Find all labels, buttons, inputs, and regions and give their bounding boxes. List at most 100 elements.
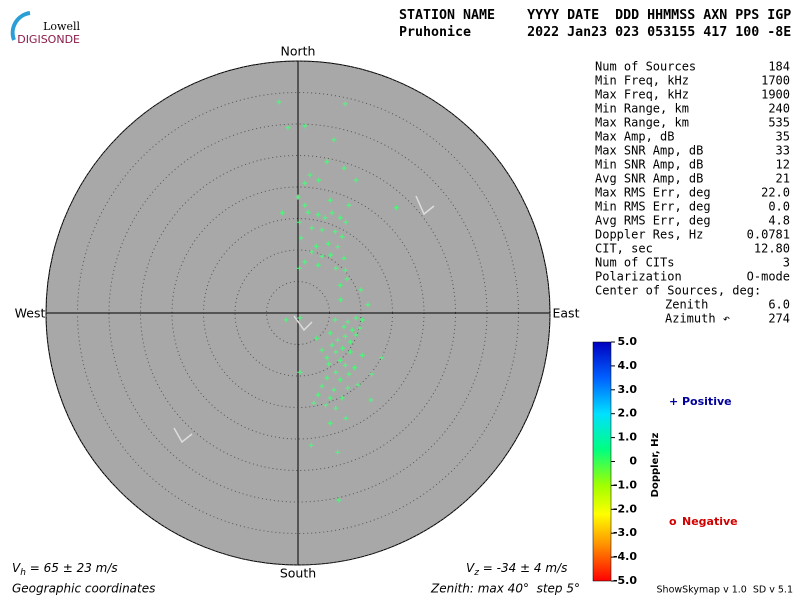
source-point [295, 194, 301, 200]
stat-value: O-mode [747, 270, 790, 284]
center-value: 6.0 [768, 298, 790, 312]
stat-label: Max Amp, dB [595, 130, 674, 144]
source-point [322, 215, 328, 221]
logo-bottom: DIGISONDE [17, 33, 80, 46]
source-point [298, 235, 304, 241]
horizontal-velocity: Vh = 65 ± 23 m/s [12, 561, 118, 578]
chevron [415, 195, 435, 216]
source-point [343, 415, 349, 421]
stat-label: Min SNR Amp, dB [595, 158, 703, 172]
color-tick-label: -5.0 [613, 574, 637, 587]
color-tick-label: 2.0 [618, 407, 638, 420]
source-point [327, 330, 333, 336]
source-point [341, 324, 347, 330]
source-point [359, 317, 365, 323]
source-point [379, 355, 385, 361]
source-point [346, 202, 352, 208]
stat-label: Min RMS Err, deg [595, 200, 711, 214]
stat-value: 184 [768, 60, 790, 74]
source-point [315, 392, 321, 398]
source-point [319, 227, 325, 233]
stat-label: Min Range, km [595, 102, 689, 116]
velocity-value: = -34 ± 4 m/s [479, 561, 567, 575]
color-tick-label: -4.0 [613, 550, 637, 563]
source-point [339, 234, 345, 240]
color-tick-label: -3.0 [613, 526, 637, 539]
stat-label: Num of CITs [595, 256, 674, 270]
source-point [345, 319, 351, 325]
source-point [328, 252, 334, 258]
source-point [302, 202, 308, 208]
color-tick-label: 4.0 [618, 359, 638, 372]
source-point [337, 357, 343, 363]
source-point [324, 355, 330, 361]
stat-label: Max Freq, kHz [595, 88, 689, 102]
source-point [302, 180, 308, 186]
source-point [329, 342, 335, 348]
stat-value: 3 [783, 256, 790, 270]
source-point [342, 267, 348, 273]
direction-south: South [280, 566, 316, 581]
chevron [173, 427, 193, 444]
source-point [333, 265, 339, 271]
stat-label: CIT, sec [595, 242, 653, 256]
version-note: ShowSkymap v 1.0 SD v 5.1 [657, 585, 793, 596]
vertical-velocity: Vz = -34 ± 4 m/s [466, 561, 567, 578]
source-point [297, 315, 303, 321]
legend-negative-label: Negative [682, 515, 738, 528]
stat-label: Max SNR Amp, dB [595, 144, 703, 158]
stat-label: Avg RMS Err, deg [595, 214, 711, 228]
source-point [309, 225, 315, 231]
source-point [325, 241, 331, 247]
source-point [302, 259, 308, 265]
source-point [323, 402, 329, 408]
stat-label: Doppler Res, Hz [595, 228, 703, 242]
source-point [283, 317, 289, 323]
stat-value: 1700 [761, 74, 790, 88]
source-point [315, 212, 321, 218]
source-point [352, 365, 358, 371]
source-point [368, 397, 374, 403]
color-tick-label: -1.0 [613, 478, 637, 491]
center-label: Zenith [665, 298, 708, 312]
source-point [335, 244, 341, 250]
velocity-subscript: z [473, 568, 479, 578]
source-point [365, 302, 371, 308]
source-point [336, 497, 342, 503]
source-point [341, 255, 347, 261]
source-point [342, 101, 348, 107]
source-point [327, 395, 333, 401]
source-point [333, 369, 339, 375]
source-point [331, 387, 337, 393]
stat-label: Max RMS Err, deg [595, 186, 711, 200]
source-point [324, 159, 330, 165]
source-point [337, 282, 343, 288]
direction-north: North [281, 44, 316, 59]
source-point [353, 177, 359, 183]
source-point [296, 265, 302, 271]
stat-value: 12 [776, 158, 790, 172]
source-point [327, 197, 333, 203]
source-point [285, 125, 291, 131]
source-point [342, 333, 348, 339]
color-bar-label: Doppler, Hz [650, 433, 661, 498]
legend-positive-label: Positive [682, 395, 732, 408]
source-point [305, 209, 311, 215]
header-line: Pruhonice 2022 Jan23 023 053155 417 100 … [399, 24, 791, 40]
stat-value: 33 [776, 144, 790, 158]
source-point [357, 325, 363, 331]
source-point [326, 361, 332, 367]
stat-value: 21 [776, 172, 790, 186]
source-point [346, 371, 352, 377]
source-point [347, 349, 353, 355]
source-point [341, 165, 347, 171]
source-point [313, 243, 319, 249]
stat-value: 1900 [761, 88, 790, 102]
source-point [307, 172, 313, 178]
stat-label: Avg SNR Amp, dB [595, 172, 703, 186]
source-point [353, 332, 359, 338]
legend-positive-symbol: + [669, 395, 678, 408]
stat-value: 12.80 [754, 242, 790, 256]
color-tick-label: 0 [629, 455, 637, 468]
